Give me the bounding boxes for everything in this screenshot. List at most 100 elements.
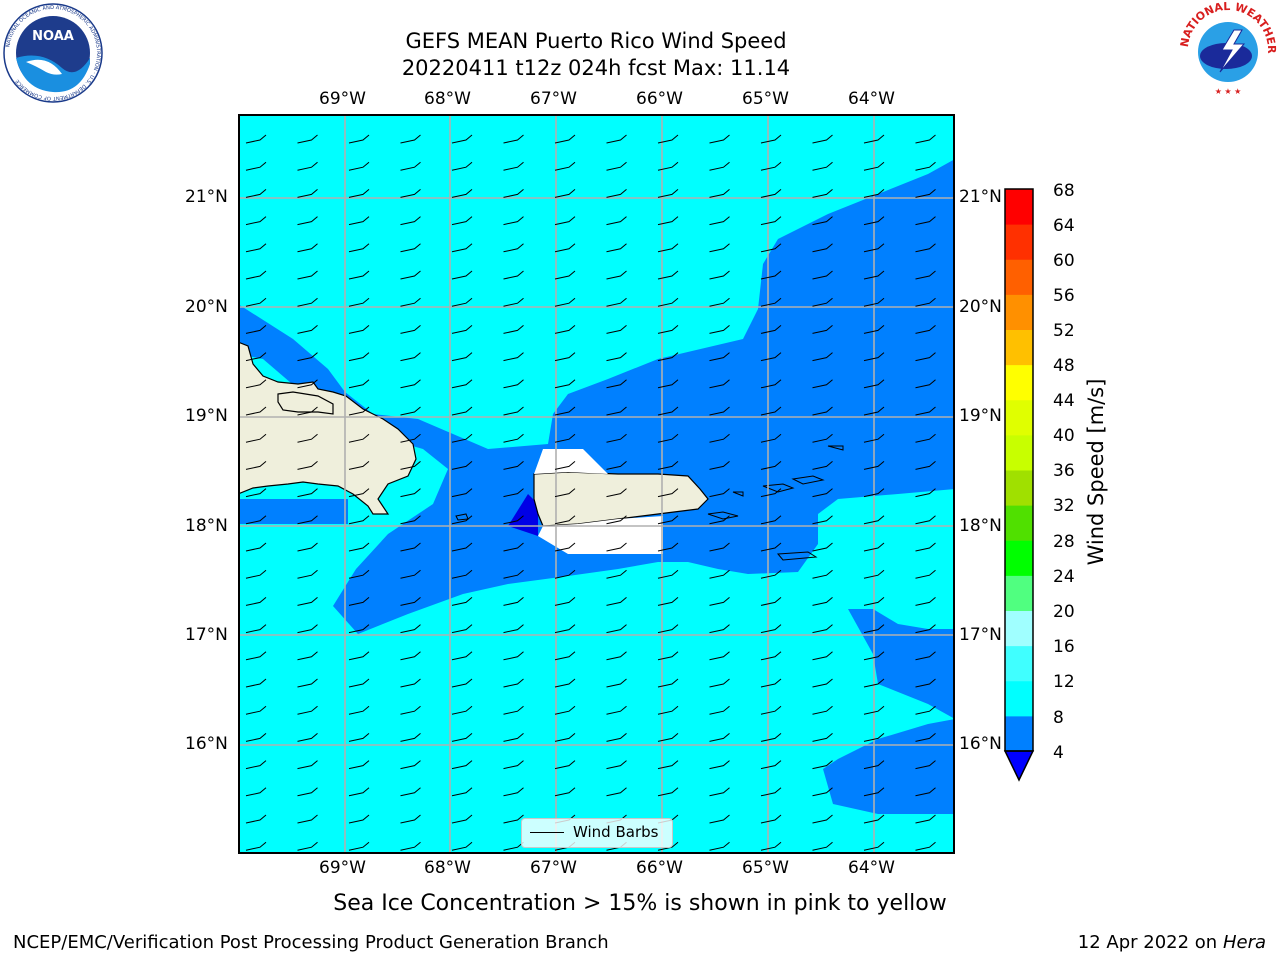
- wind-barb: [606, 542, 627, 552]
- wind-barb: [863, 352, 885, 362]
- wind-barb: [760, 189, 782, 198]
- wind-barb: [451, 760, 473, 770]
- wind-barb: [451, 678, 473, 688]
- wind-barb: [348, 325, 370, 334]
- wind-barb: [863, 760, 885, 770]
- footer-date: 12 Apr 2022 on: [1077, 932, 1223, 953]
- colorbar-tick: 48: [1053, 356, 1075, 376]
- wind-barb: [503, 651, 524, 661]
- lat-tick: 21°N: [959, 187, 1002, 207]
- wind-barb: [554, 787, 576, 797]
- wind-barb: [863, 297, 885, 307]
- wind-barb: [503, 270, 524, 280]
- wind-barb: [915, 597, 936, 606]
- wind-barb: [709, 243, 730, 253]
- wind-barb: [657, 325, 679, 334]
- wind-barb: [400, 760, 421, 770]
- wind-barb: [915, 161, 936, 171]
- colorbar-extend-arrow: [1003, 750, 1035, 782]
- wind-barb: [245, 488, 267, 498]
- wind-barb: [245, 243, 267, 253]
- wind-barb: [812, 624, 833, 634]
- wind-barb: [760, 216, 782, 226]
- wind-barb: [297, 161, 318, 171]
- wind-barb: [554, 597, 576, 606]
- puerto-rico-land: [533, 471, 709, 527]
- wind-barb: [297, 624, 318, 634]
- wind-barb: [451, 216, 473, 226]
- wind-barb: [915, 189, 936, 198]
- wind-barb: [657, 705, 679, 715]
- wind-barb: [915, 760, 936, 770]
- colorbar-tick: 40: [1053, 426, 1075, 446]
- wind-barb: [915, 542, 936, 552]
- wind-barb: [245, 597, 267, 606]
- wind-barb: [503, 760, 524, 770]
- legend-label: Wind Barbs: [573, 823, 659, 841]
- virgin-islands: [707, 445, 844, 561]
- wind-barb: [451, 379, 473, 389]
- noaa-logo: NOAA NATIONAL OCEANIC AND ATMOSPHERIC AD…: [3, 3, 103, 103]
- wind-barb: [348, 624, 370, 634]
- wind-barb: [915, 325, 936, 334]
- wind-barb: [297, 243, 318, 253]
- lat-tick: 17°N: [185, 625, 228, 645]
- wind-barb: [451, 352, 473, 362]
- wind-barb: [606, 134, 627, 144]
- wind-barb: [451, 297, 473, 307]
- wind-barb: [400, 270, 421, 280]
- wind-barb: [863, 161, 885, 171]
- wind-barb: [451, 270, 473, 280]
- wind-barb: [297, 651, 318, 661]
- wind-barb: [709, 216, 730, 226]
- wind-barb: [657, 406, 679, 416]
- wind-barb: [297, 433, 318, 443]
- wind-barb: [915, 134, 936, 144]
- wind-barb: [709, 760, 730, 770]
- wind-barb: [245, 325, 267, 334]
- wind-barb: [760, 705, 782, 715]
- footer-host: Hera: [1222, 932, 1266, 953]
- wind-barb: [863, 733, 885, 742]
- wind-barb: [606, 325, 627, 334]
- lon-tick: 64°W: [848, 858, 895, 878]
- wind-barb: [760, 325, 782, 334]
- wind-barb: [606, 433, 627, 443]
- right-lat-ticks: 21°N 20°N 19°N 18°N 17°N 16°N: [959, 180, 1003, 760]
- wind-barb: [812, 270, 833, 280]
- wind-barb: [760, 352, 782, 362]
- colorbar-segment: [1005, 364, 1033, 401]
- wind-barb: [760, 651, 782, 661]
- colorbar-segment: [1005, 329, 1033, 366]
- wind-barb: [709, 814, 730, 824]
- colorbar-segment: [1005, 294, 1033, 330]
- wind-barb: [451, 488, 473, 498]
- wind-barb: [863, 270, 885, 280]
- wind-barb: [606, 297, 627, 307]
- wind-barb: [657, 787, 679, 797]
- wind-barb: [348, 597, 370, 606]
- colorbar-segment: [1005, 610, 1033, 647]
- wind-barb: [863, 433, 885, 443]
- wind-barb: [709, 678, 730, 688]
- colorbar-frame: [1004, 188, 1034, 752]
- wind-barb: [245, 733, 267, 742]
- wind-barb: [297, 461, 318, 470]
- wind-barb: [503, 515, 524, 525]
- colorbar-tick: 52: [1053, 321, 1075, 341]
- wind-barb: [657, 189, 679, 198]
- wind-barb: [915, 433, 936, 443]
- wind-barb: [503, 352, 524, 362]
- wind-barb: [606, 515, 627, 525]
- wind-barb: [554, 216, 576, 226]
- wind-barb: [760, 624, 782, 634]
- lon-tick: 68°W: [424, 858, 471, 878]
- colorbar-tick: 24: [1053, 567, 1075, 587]
- wind-barb: [915, 569, 936, 579]
- wind-barb: [760, 787, 782, 797]
- wind-barb: [245, 841, 267, 851]
- wind-barb: [863, 651, 885, 661]
- wind-barb: [503, 161, 524, 171]
- wind-barb: [554, 760, 576, 770]
- lon-tick: 69°W: [319, 858, 366, 878]
